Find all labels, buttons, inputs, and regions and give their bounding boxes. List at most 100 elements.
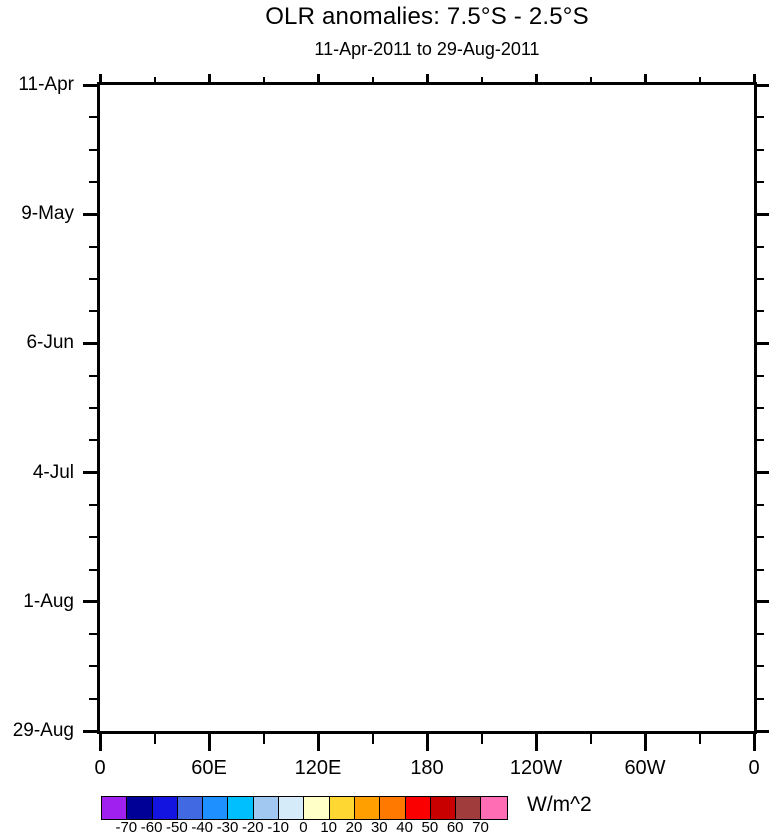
tick-mark [480, 77, 483, 82]
chart-subtitle: 11-Apr-2011 to 29-Aug-2011 [314, 39, 540, 59]
tick-mark [757, 341, 769, 345]
x-tick-label: 0 [94, 757, 106, 779]
tick-mark [89, 536, 97, 539]
colorbar-tick-label: 20 [345, 819, 363, 834]
tick-mark [89, 697, 97, 700]
tick-mark [643, 734, 647, 751]
colorbar-swatch [203, 797, 229, 819]
tick-mark [757, 665, 764, 668]
tick-mark [89, 310, 97, 313]
colorbar-tick-label: -20 [241, 819, 264, 834]
tick-mark [316, 74, 320, 82]
x-tick-label: 120E [294, 757, 342, 779]
tick-mark [757, 439, 764, 442]
tick-mark [757, 277, 764, 280]
tick-mark [153, 734, 156, 744]
tick-mark [757, 245, 764, 248]
colorbar-swatch [329, 797, 355, 819]
colorbar-swatch [102, 797, 128, 819]
tick-mark [698, 77, 701, 82]
tick-mark [757, 600, 769, 604]
tick-mark [757, 310, 764, 313]
colorbar-tick-label: -40 [191, 819, 214, 834]
colorbar [101, 796, 508, 820]
tick-mark [589, 77, 592, 82]
tick-mark [89, 503, 97, 506]
colorbar-swatch [430, 797, 457, 819]
colorbar-tick-label: 0 [299, 819, 308, 834]
x-tick-label: 0 [748, 757, 760, 779]
colorbar-tick-label: 50 [421, 819, 439, 834]
tick-mark [425, 74, 429, 82]
colorbar-tick-label: 40 [396, 819, 413, 834]
tick-mark [425, 734, 429, 751]
tick-mark [83, 341, 97, 345]
tick-mark [757, 568, 764, 571]
tick-mark [89, 374, 97, 377]
colorbar-tick-label: -50 [166, 819, 188, 834]
y-tick-label: 6-Jun [26, 332, 74, 354]
tick-mark [83, 729, 97, 733]
tick-mark [371, 77, 374, 82]
x-tick-label: 120W [509, 757, 563, 779]
x-tick-label: 60W [624, 757, 666, 779]
tick-mark [262, 77, 265, 82]
tick-mark [89, 568, 97, 571]
colorbar-swatch [152, 797, 178, 819]
colorbar-swatch [456, 797, 482, 819]
colorbar-tick-label: 70 [472, 819, 489, 834]
tick-mark [89, 245, 97, 248]
tick-mark [83, 471, 97, 475]
tick-mark [589, 734, 592, 744]
x-tick-label: 180 [410, 757, 444, 779]
tick-mark [757, 503, 764, 506]
tick-mark [83, 83, 97, 87]
colorbar-swatch [405, 797, 431, 819]
tick-mark [371, 734, 374, 744]
colorbar-tick-label: -10 [267, 819, 289, 834]
colorbar-swatch [177, 797, 204, 819]
tick-mark [757, 83, 769, 87]
colorbar-swatch [354, 797, 381, 819]
colorbar-swatch [481, 797, 507, 819]
tick-mark [757, 212, 769, 216]
tick-mark [207, 74, 211, 82]
tick-mark [83, 600, 97, 604]
colorbar-tick-label: 30 [370, 819, 388, 834]
colorbar-tick-label: -70 [115, 819, 138, 834]
tick-mark [89, 148, 97, 151]
y-tick-label: 4-Jul [32, 461, 74, 483]
tick-mark [207, 734, 211, 751]
tick-mark [153, 77, 156, 82]
tick-mark [757, 471, 769, 475]
tick-mark [89, 116, 97, 119]
tick-mark [534, 74, 538, 82]
tick-mark [83, 212, 97, 216]
tick-mark [757, 148, 764, 151]
y-tick-label: 9-May [21, 203, 74, 225]
x-tick-label: 60E [191, 757, 227, 779]
colorbar-swatch [253, 797, 280, 819]
tick-mark [480, 734, 483, 744]
colorbar-tick-label: 60 [446, 819, 464, 834]
tick-mark [89, 439, 97, 442]
tick-mark [698, 734, 701, 744]
chart-title: OLR anomalies: 7.5°S - 2.5°S [265, 3, 589, 30]
y-tick-label: 1-Aug [23, 590, 74, 612]
colorbar-units-label: W/m^2 [527, 793, 592, 816]
tick-mark [757, 407, 764, 409]
y-tick-label: 11-Apr [18, 74, 74, 95]
colorbar-swatch [380, 797, 406, 819]
tick-mark [89, 277, 97, 280]
tick-mark [534, 734, 538, 751]
colorbar-swatch [228, 797, 254, 819]
tick-mark [98, 74, 102, 82]
tick-mark [757, 729, 769, 733]
tick-mark [316, 734, 320, 751]
colorbar-swatch [279, 797, 305, 819]
colorbar-swatch [127, 797, 153, 819]
tick-mark [757, 116, 764, 119]
tick-mark [752, 734, 756, 751]
colorbar-swatch [304, 797, 330, 819]
plot-border [97, 82, 757, 734]
